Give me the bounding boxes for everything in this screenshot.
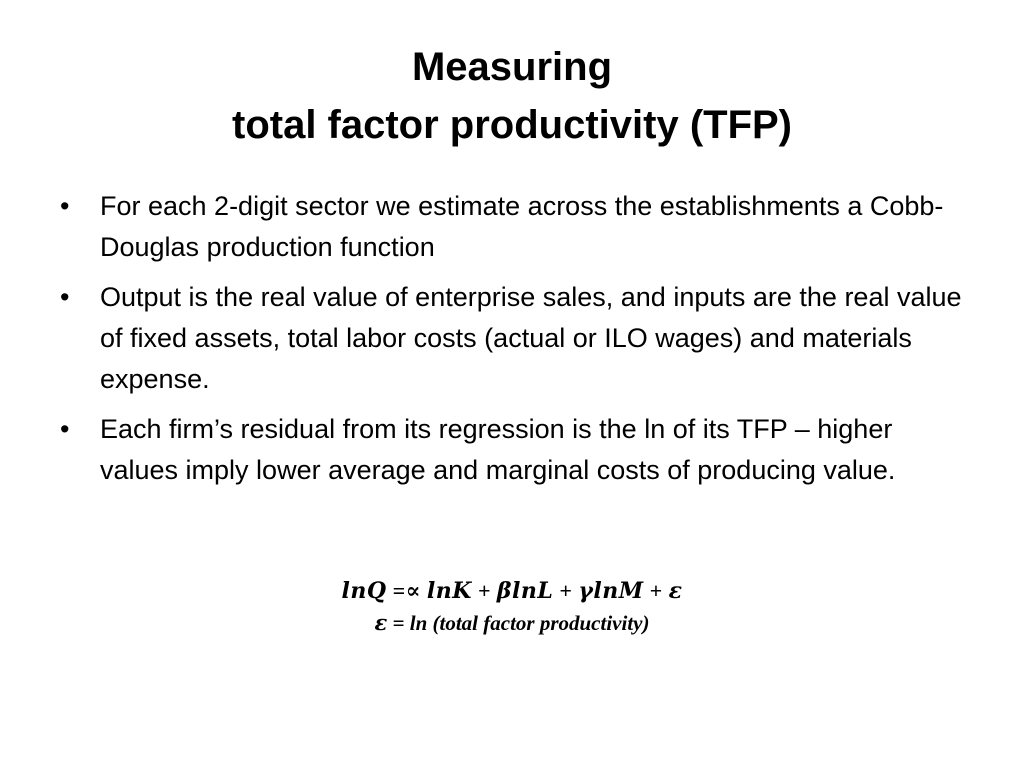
bullet-text: Each firm’s residual from its regression… xyxy=(100,414,896,485)
bullet-dot-icon: • xyxy=(60,414,70,444)
title-line-2: total factor productivity (TFP) xyxy=(232,103,792,147)
bullet-dot-icon: • xyxy=(60,282,70,312)
slide-title: Measuring total factor productivity (TFP… xyxy=(0,38,1024,154)
bullet-dot-icon: • xyxy=(60,191,70,221)
equation-block: 𝒍𝒏𝑸 =∝ 𝒍𝒏𝑲 + 𝜷𝒍𝒏𝑳 + 𝜸𝒍𝒏𝑴 + 𝜺 𝜺 = ln (tot… xyxy=(0,574,1024,638)
residual-definition: 𝜺 = ln (total factor productivity) xyxy=(374,611,650,635)
bullet-text: For each 2-digit sector we estimate acro… xyxy=(100,191,944,262)
bullet-text: Output is the real value of enterprise s… xyxy=(100,282,962,394)
bullet-item: • For each 2-digit sector we estimate ac… xyxy=(56,186,976,268)
production-function-equation: 𝒍𝒏𝑸 =∝ 𝒍𝒏𝑲 + 𝜷𝒍𝒏𝑳 + 𝜸𝒍𝒏𝑴 + 𝜺 xyxy=(341,578,683,603)
bullet-item: • Each firm’s residual from its regressi… xyxy=(56,409,976,491)
bullet-item: • Output is the real value of enterprise… xyxy=(56,277,976,400)
title-line-1: Measuring xyxy=(411,45,613,89)
bullet-list: • For each 2-digit sector we estimate ac… xyxy=(56,186,976,500)
